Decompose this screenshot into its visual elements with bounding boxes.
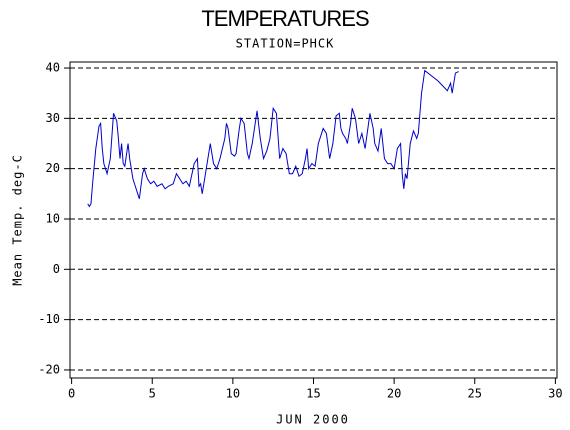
- y-tick-label: 10: [46, 211, 60, 225]
- y-tick-label: 30: [46, 111, 60, 125]
- x-tick-label: 5: [149, 387, 156, 401]
- plot-frame: [69, 61, 558, 379]
- y-tick-label: -20: [38, 362, 60, 376]
- x-tick-label: 20: [387, 387, 401, 401]
- chart-subtitle: STATION=PHCK: [236, 37, 335, 51]
- x-tick-label: 15: [306, 387, 320, 401]
- x-tick-label: 10: [226, 387, 240, 401]
- x-tick-label: 0: [68, 387, 75, 401]
- x-tick-label: 25: [468, 387, 482, 401]
- y-tick-label: 20: [46, 161, 60, 175]
- y-axis-label: Mean Temp. deg-C: [11, 154, 25, 286]
- data-line: [87, 69, 459, 208]
- x-tick-label: 30: [548, 387, 562, 401]
- y-tick-label: 40: [46, 61, 60, 75]
- y-tick-label: 0: [53, 262, 60, 276]
- y-tick-label: -10: [38, 312, 60, 326]
- x-axis-label: JUN 2000: [276, 413, 350, 427]
- chart-title: TEMPERATURES: [201, 6, 369, 31]
